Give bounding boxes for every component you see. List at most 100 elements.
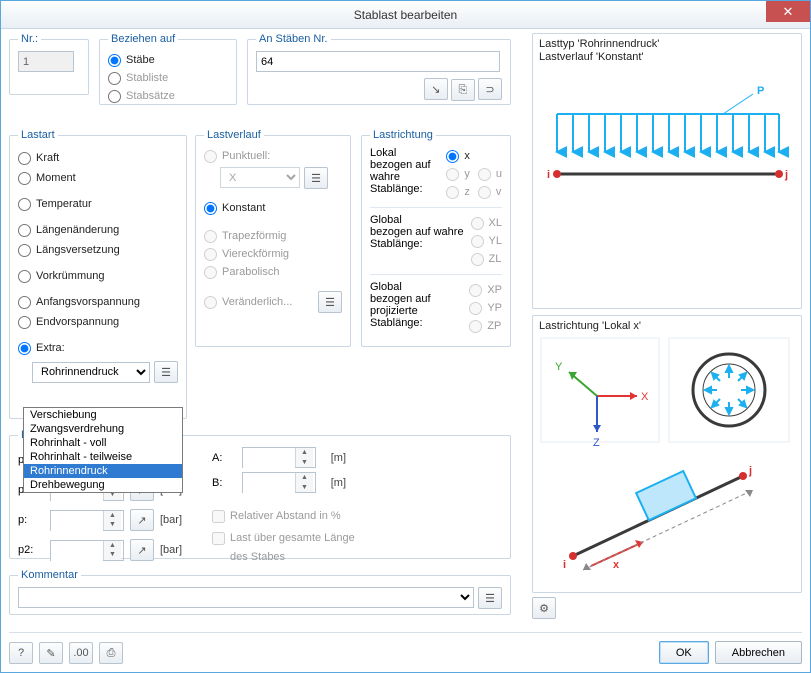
spin-b[interactable]: ▲▼ — [242, 472, 316, 493]
radio-lastart-7[interactable]: Endvorspannung — [18, 313, 178, 331]
svg-text:j: j — [784, 169, 788, 181]
ok-button[interactable]: OK — [659, 641, 709, 664]
cancel-button[interactable]: Abbrechen — [715, 641, 802, 664]
extra-option[interactable]: Rohrinhalt - teilweise — [24, 450, 182, 464]
extra-option[interactable]: Verschiebung — [24, 408, 182, 422]
legend-lastart: Lastart — [18, 129, 58, 141]
chk-rel: Relativer Abstand in % — [212, 507, 355, 525]
preview-settings-icon[interactable]: ⚙ — [532, 597, 556, 619]
units-icon[interactable]: .00 — [69, 642, 93, 664]
radio-dir-xl: XL — [471, 214, 502, 232]
radio-dir-x[interactable]: x — [446, 147, 470, 165]
extra-lib-icon[interactable]: ☰ — [154, 361, 178, 383]
extra-select[interactable]: Rohrinnendruck — [32, 362, 150, 383]
radio-lastart-6[interactable]: Anfangsvorspannung — [18, 293, 178, 311]
extra-option[interactable]: Drehbewegung — [24, 478, 182, 492]
dir-global2-label: Global bezogen auf projizierte Stablänge… — [370, 281, 465, 335]
param-unit: [bar] — [160, 514, 182, 526]
window-title: Stablast bearbeiten — [354, 8, 457, 22]
punktuell-lib-icon: ☰ — [304, 167, 328, 189]
param-pick-icon[interactable]: ↗ — [130, 509, 154, 531]
group-nr: Nr.: — [9, 33, 89, 95]
radio-lastart-8[interactable]: Extra: — [18, 339, 178, 357]
radio-punktuell: Punktuell: — [204, 147, 342, 165]
radio-dir-zp: ZP — [469, 317, 502, 335]
extra-option[interactable]: Rohrinnendruck — [24, 464, 182, 478]
pick-set-icon[interactable]: ⊃ — [478, 78, 502, 100]
radio-stabsaetze[interactable]: Stabsätze — [108, 87, 228, 105]
footer: ? ✎ .00 ⎙ OK Abbrechen — [9, 632, 802, 664]
param-spin[interactable]: ▲▼ — [50, 540, 124, 561]
svg-text:P: P — [757, 85, 764, 97]
dialog-window: Stablast bearbeiten ✕ Nr.: Beziehen auf … — [0, 0, 811, 673]
radio-lastart-3[interactable]: Längenänderung — [18, 221, 178, 239]
group-lastrichtung: Lastrichtung Lokal bezogen auf wahre Sta… — [361, 129, 511, 347]
extra-option[interactable]: Zwangsverdrehung — [24, 422, 182, 436]
radio-konstant[interactable]: Konstant — [204, 199, 342, 217]
param-pick-icon[interactable]: ↗ — [130, 539, 154, 561]
radio-stabliste[interactable]: Stabliste — [108, 69, 228, 87]
preview-loadtype: Lasttyp 'Rohrinnendruck'Lastverlauf 'Kon… — [532, 33, 802, 309]
preview-loadtype-svg: P i j — [533, 34, 803, 310]
radio-lastart-1[interactable]: Moment — [18, 169, 178, 187]
pick-member-icon[interactable]: ↘ — [424, 78, 448, 100]
svg-text:Y: Y — [555, 361, 563, 373]
lbl-a: A: — [212, 452, 236, 464]
chk-full: Last über gesamte Länge — [212, 529, 355, 547]
help-icon[interactable]: ? — [9, 642, 33, 664]
nr-input — [18, 51, 74, 72]
preview-direction-svg: X Y Z — [533, 316, 803, 594]
legend-nr: Nr.: — [18, 33, 41, 45]
note-icon[interactable]: ✎ — [39, 642, 63, 664]
svg-text:j: j — [748, 465, 752, 477]
radio-veraenderlich: Veränderlich... — [204, 293, 314, 311]
veraenderlich-lib-icon: ☰ — [318, 291, 342, 313]
chk-full2: des Stabes — [212, 551, 355, 563]
radio-dir-y: y — [446, 165, 470, 183]
unit-b: [m] — [331, 477, 355, 489]
group-beziehen: Beziehen auf Stäbe Stabliste Stabsätze — [99, 33, 237, 105]
radio-dir-yp: YP — [469, 299, 502, 317]
lbl-b: B: — [212, 477, 236, 489]
param-unit: [bar] — [160, 544, 182, 556]
preview-direction: Lastrichtung 'Lokal x' X Y Z — [532, 315, 802, 593]
group-kommentar: Kommentar ☰ — [9, 569, 511, 615]
radio-lastart-4[interactable]: Längsversetzung — [18, 241, 178, 259]
radio-viereck: Viereckförmig — [204, 245, 342, 263]
svg-text:Z: Z — [593, 437, 600, 449]
radio-dir-u: u — [478, 165, 502, 183]
settings-icon[interactable]: ⎙ — [99, 642, 123, 664]
radio-trapez: Trapezförmig — [204, 227, 342, 245]
radio-lastart-0[interactable]: Kraft — [18, 149, 178, 167]
punktuell-select: X — [220, 167, 300, 188]
extra-option[interactable]: Rohrinhalt - voll — [24, 436, 182, 450]
param-spin[interactable]: ▲▼ — [50, 510, 124, 531]
radio-staebe[interactable]: Stäbe — [108, 51, 228, 69]
titlebar: Stablast bearbeiten ✕ — [1, 1, 810, 29]
radio-lastart-5[interactable]: Vorkrümmung — [18, 267, 178, 285]
pick-list-icon[interactable]: ⎘ — [451, 79, 475, 101]
anstaben-input[interactable] — [256, 51, 500, 72]
group-lastart: Lastart Kraft Moment Temperatur Längenänder… — [9, 129, 187, 419]
unit-a: [m] — [331, 452, 355, 464]
kommentar-select[interactable] — [18, 587, 474, 608]
radio-dir-yl: YL — [471, 232, 502, 250]
svg-text:i: i — [547, 169, 550, 181]
dir-global1-label: Global bezogen auf wahre Stablänge: — [370, 214, 467, 268]
param-label: p2: — [18, 544, 44, 556]
spin-a[interactable]: ▲▼ — [242, 447, 316, 468]
preview-column: Lasttyp 'Rohrinnendruck'Lastverlauf 'Kon… — [532, 33, 802, 593]
group-lastverlauf: Lastverlauf Punktuell: X ☰ Konstant Trap… — [195, 129, 351, 347]
radio-parabol: Parabolisch — [204, 263, 342, 281]
legend-lastrichtung: Lastrichtung — [370, 129, 436, 141]
radio-dir-z: z — [446, 183, 470, 201]
close-button[interactable]: ✕ — [766, 1, 810, 22]
svg-text:i: i — [563, 559, 566, 571]
legend-anstaben: An Stäben Nr. — [256, 33, 331, 45]
radio-lastart-2[interactable]: Temperatur — [18, 195, 178, 213]
dir-lokal-label: Lokal bezogen auf wahre Stablänge: — [370, 147, 442, 201]
group-anstaben: An Stäben Nr. ↘ ⎘ ⊃ — [247, 33, 511, 105]
client-area: Nr.: Beziehen auf Stäbe Stabliste Stabsä… — [1, 29, 810, 672]
kommentar-lib-icon[interactable]: ☰ — [478, 587, 502, 609]
extra-dropdown-list[interactable]: VerschiebungZwangsverdrehungRohrinhalt -… — [23, 407, 183, 493]
